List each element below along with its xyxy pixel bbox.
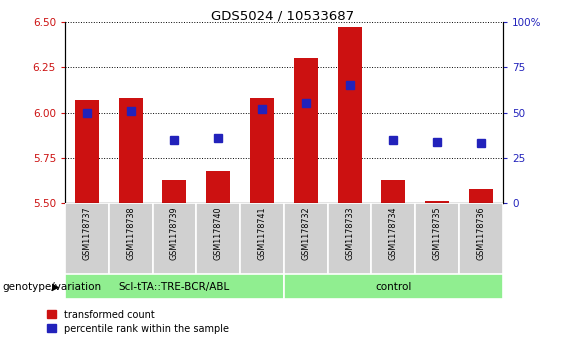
Text: genotype/variation: genotype/variation — [3, 282, 102, 292]
Bar — [459, 203, 503, 274]
Bar — [206, 171, 231, 203]
Bar — [240, 203, 284, 274]
Bar — [372, 203, 415, 274]
Text: ▶: ▶ — [52, 282, 59, 292]
Bar — [337, 27, 362, 203]
Bar — [197, 203, 240, 274]
Text: GSM1178735: GSM1178735 — [433, 206, 442, 260]
Text: GSM1178740: GSM1178740 — [214, 206, 223, 260]
Legend: transformed count, percentile rank within the sample: transformed count, percentile rank withi… — [47, 310, 229, 334]
Bar — [328, 203, 372, 274]
Bar — [469, 189, 493, 203]
Bar — [250, 98, 274, 203]
Text: GSM1178738: GSM1178738 — [126, 206, 135, 260]
Text: GSM1178733: GSM1178733 — [345, 206, 354, 260]
Bar — [108, 203, 153, 274]
Text: control: control — [375, 282, 411, 292]
Bar — [65, 274, 284, 299]
Bar — [65, 203, 109, 274]
Text: GSM1178732: GSM1178732 — [301, 206, 310, 260]
Text: GSM1178736: GSM1178736 — [476, 206, 485, 260]
Text: GSM1178739: GSM1178739 — [170, 206, 179, 260]
Text: GSM1178737: GSM1178737 — [82, 206, 92, 260]
Bar — [75, 100, 99, 203]
Bar — [284, 274, 503, 299]
Text: GSM1178741: GSM1178741 — [258, 206, 267, 260]
Bar — [162, 180, 186, 203]
Text: GSM1178734: GSM1178734 — [389, 206, 398, 260]
Bar — [425, 201, 449, 203]
Text: ScI-tTA::TRE-BCR/ABL: ScI-tTA::TRE-BCR/ABL — [119, 282, 230, 292]
Bar — [381, 180, 406, 203]
Text: GDS5024 / 10533687: GDS5024 / 10533687 — [211, 9, 354, 22]
Bar — [415, 203, 459, 274]
Bar — [153, 203, 197, 274]
Bar — [119, 98, 143, 203]
Bar — [294, 58, 318, 203]
Bar — [284, 203, 328, 274]
